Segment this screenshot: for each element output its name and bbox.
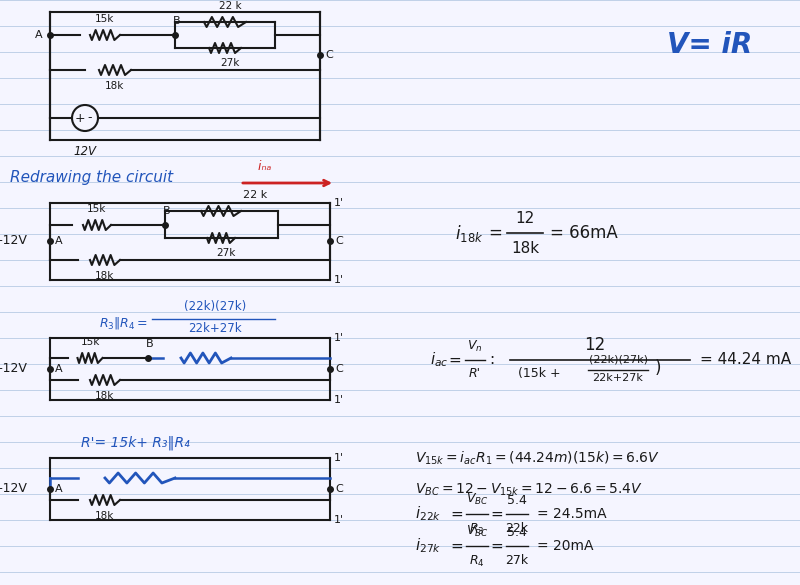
Text: 1': 1'	[334, 515, 344, 525]
Text: 22 k: 22 k	[243, 190, 267, 200]
Text: = 20mA: = 20mA	[537, 539, 594, 553]
Text: =: =	[490, 539, 503, 553]
Text: 22k: 22k	[506, 522, 529, 535]
Text: 22k+27k: 22k+27k	[593, 373, 643, 383]
Text: $R_3$: $R_3$	[470, 522, 485, 537]
Text: = 44.24 mA: = 44.24 mA	[700, 353, 791, 367]
Text: 12V: 12V	[74, 145, 97, 158]
Text: 12: 12	[584, 336, 606, 354]
Text: +12V: +12V	[0, 483, 28, 495]
Text: 1': 1'	[334, 275, 344, 285]
Text: 18k: 18k	[95, 271, 114, 281]
Text: =: =	[450, 507, 463, 521]
Text: 5.4: 5.4	[507, 494, 527, 507]
Text: R'= 15k+ R₃‖R₄: R'= 15k+ R₃‖R₄	[81, 435, 190, 449]
Text: A: A	[55, 484, 62, 494]
Text: 1': 1'	[334, 453, 344, 463]
Text: $V_{BC}$: $V_{BC}$	[466, 492, 488, 507]
Text: 1': 1'	[334, 198, 344, 208]
Text: (22k)(27k): (22k)(27k)	[184, 300, 246, 313]
Text: B: B	[163, 206, 171, 216]
Text: A: A	[55, 236, 62, 246]
Text: C: C	[335, 484, 342, 494]
Text: 18k: 18k	[95, 511, 114, 521]
Text: $R_3\|R_4=$: $R_3\|R_4=$	[99, 315, 148, 331]
Text: =: =	[490, 507, 503, 521]
Text: C: C	[335, 236, 342, 246]
Text: = 66mA: = 66mA	[550, 224, 618, 242]
Text: $V_{15k} = i_{ac} R_1 = (44.24m)(15k)= 6.6V$: $V_{15k} = i_{ac} R_1 = (44.24m)(15k)= 6…	[415, 450, 660, 467]
Text: $i_{27k}$: $i_{27k}$	[415, 536, 442, 555]
Text: 22 k: 22 k	[218, 1, 242, 11]
Text: 18k: 18k	[95, 391, 114, 401]
Text: 18k: 18k	[106, 81, 125, 91]
Text: C: C	[325, 50, 333, 60]
Text: $V_n$: $V_n$	[467, 339, 482, 354]
Text: 5.4: 5.4	[507, 526, 527, 539]
Text: 12: 12	[515, 211, 534, 226]
Text: $i_{22k}$: $i_{22k}$	[415, 505, 442, 524]
Text: +: +	[74, 112, 86, 125]
Text: 27k: 27k	[506, 554, 529, 567]
Text: +12V: +12V	[0, 235, 28, 247]
Text: V= iR: V= iR	[667, 31, 753, 59]
Text: (22k)(27k): (22k)(27k)	[589, 354, 647, 364]
Text: ): )	[655, 359, 662, 377]
Text: = 24.5mA: = 24.5mA	[537, 507, 606, 521]
Text: =: =	[488, 224, 502, 242]
Text: :: :	[490, 353, 494, 367]
Text: (15k +: (15k +	[518, 367, 561, 380]
Text: 27k: 27k	[216, 248, 236, 258]
Text: =: =	[449, 353, 462, 367]
Text: $i_{18k}$: $i_{18k}$	[455, 222, 483, 243]
Text: iₙₐ⁣: iₙₐ⁣	[258, 160, 272, 173]
Text: Redrawing the circuit: Redrawing the circuit	[10, 170, 173, 185]
Text: A: A	[55, 364, 62, 374]
Text: 22k+27k: 22k+27k	[188, 322, 242, 335]
Text: R': R'	[469, 367, 481, 380]
Text: 27k: 27k	[220, 58, 240, 68]
Text: 1': 1'	[334, 395, 344, 405]
Text: A: A	[35, 30, 43, 40]
Text: $V_{BC}$: $V_{BC}$	[466, 524, 488, 539]
Text: 15k: 15k	[80, 337, 100, 347]
Text: $R_4$: $R_4$	[469, 554, 485, 569]
Text: +12V: +12V	[0, 363, 28, 376]
Text: B: B	[173, 16, 181, 26]
Text: C: C	[335, 364, 342, 374]
Text: $V_{BC} = 12- V_{15k} = 12-6.6= 5.4V$: $V_{BC} = 12- V_{15k} = 12-6.6= 5.4V$	[415, 482, 643, 498]
Text: 1': 1'	[334, 333, 344, 343]
Text: -: -	[88, 112, 92, 125]
Text: =: =	[450, 539, 463, 553]
Text: $i_{ac}$: $i_{ac}$	[430, 350, 449, 369]
Text: 15k: 15k	[95, 14, 114, 24]
Text: B: B	[146, 339, 154, 349]
Text: 15k: 15k	[87, 204, 106, 214]
Text: 18k: 18k	[511, 241, 539, 256]
